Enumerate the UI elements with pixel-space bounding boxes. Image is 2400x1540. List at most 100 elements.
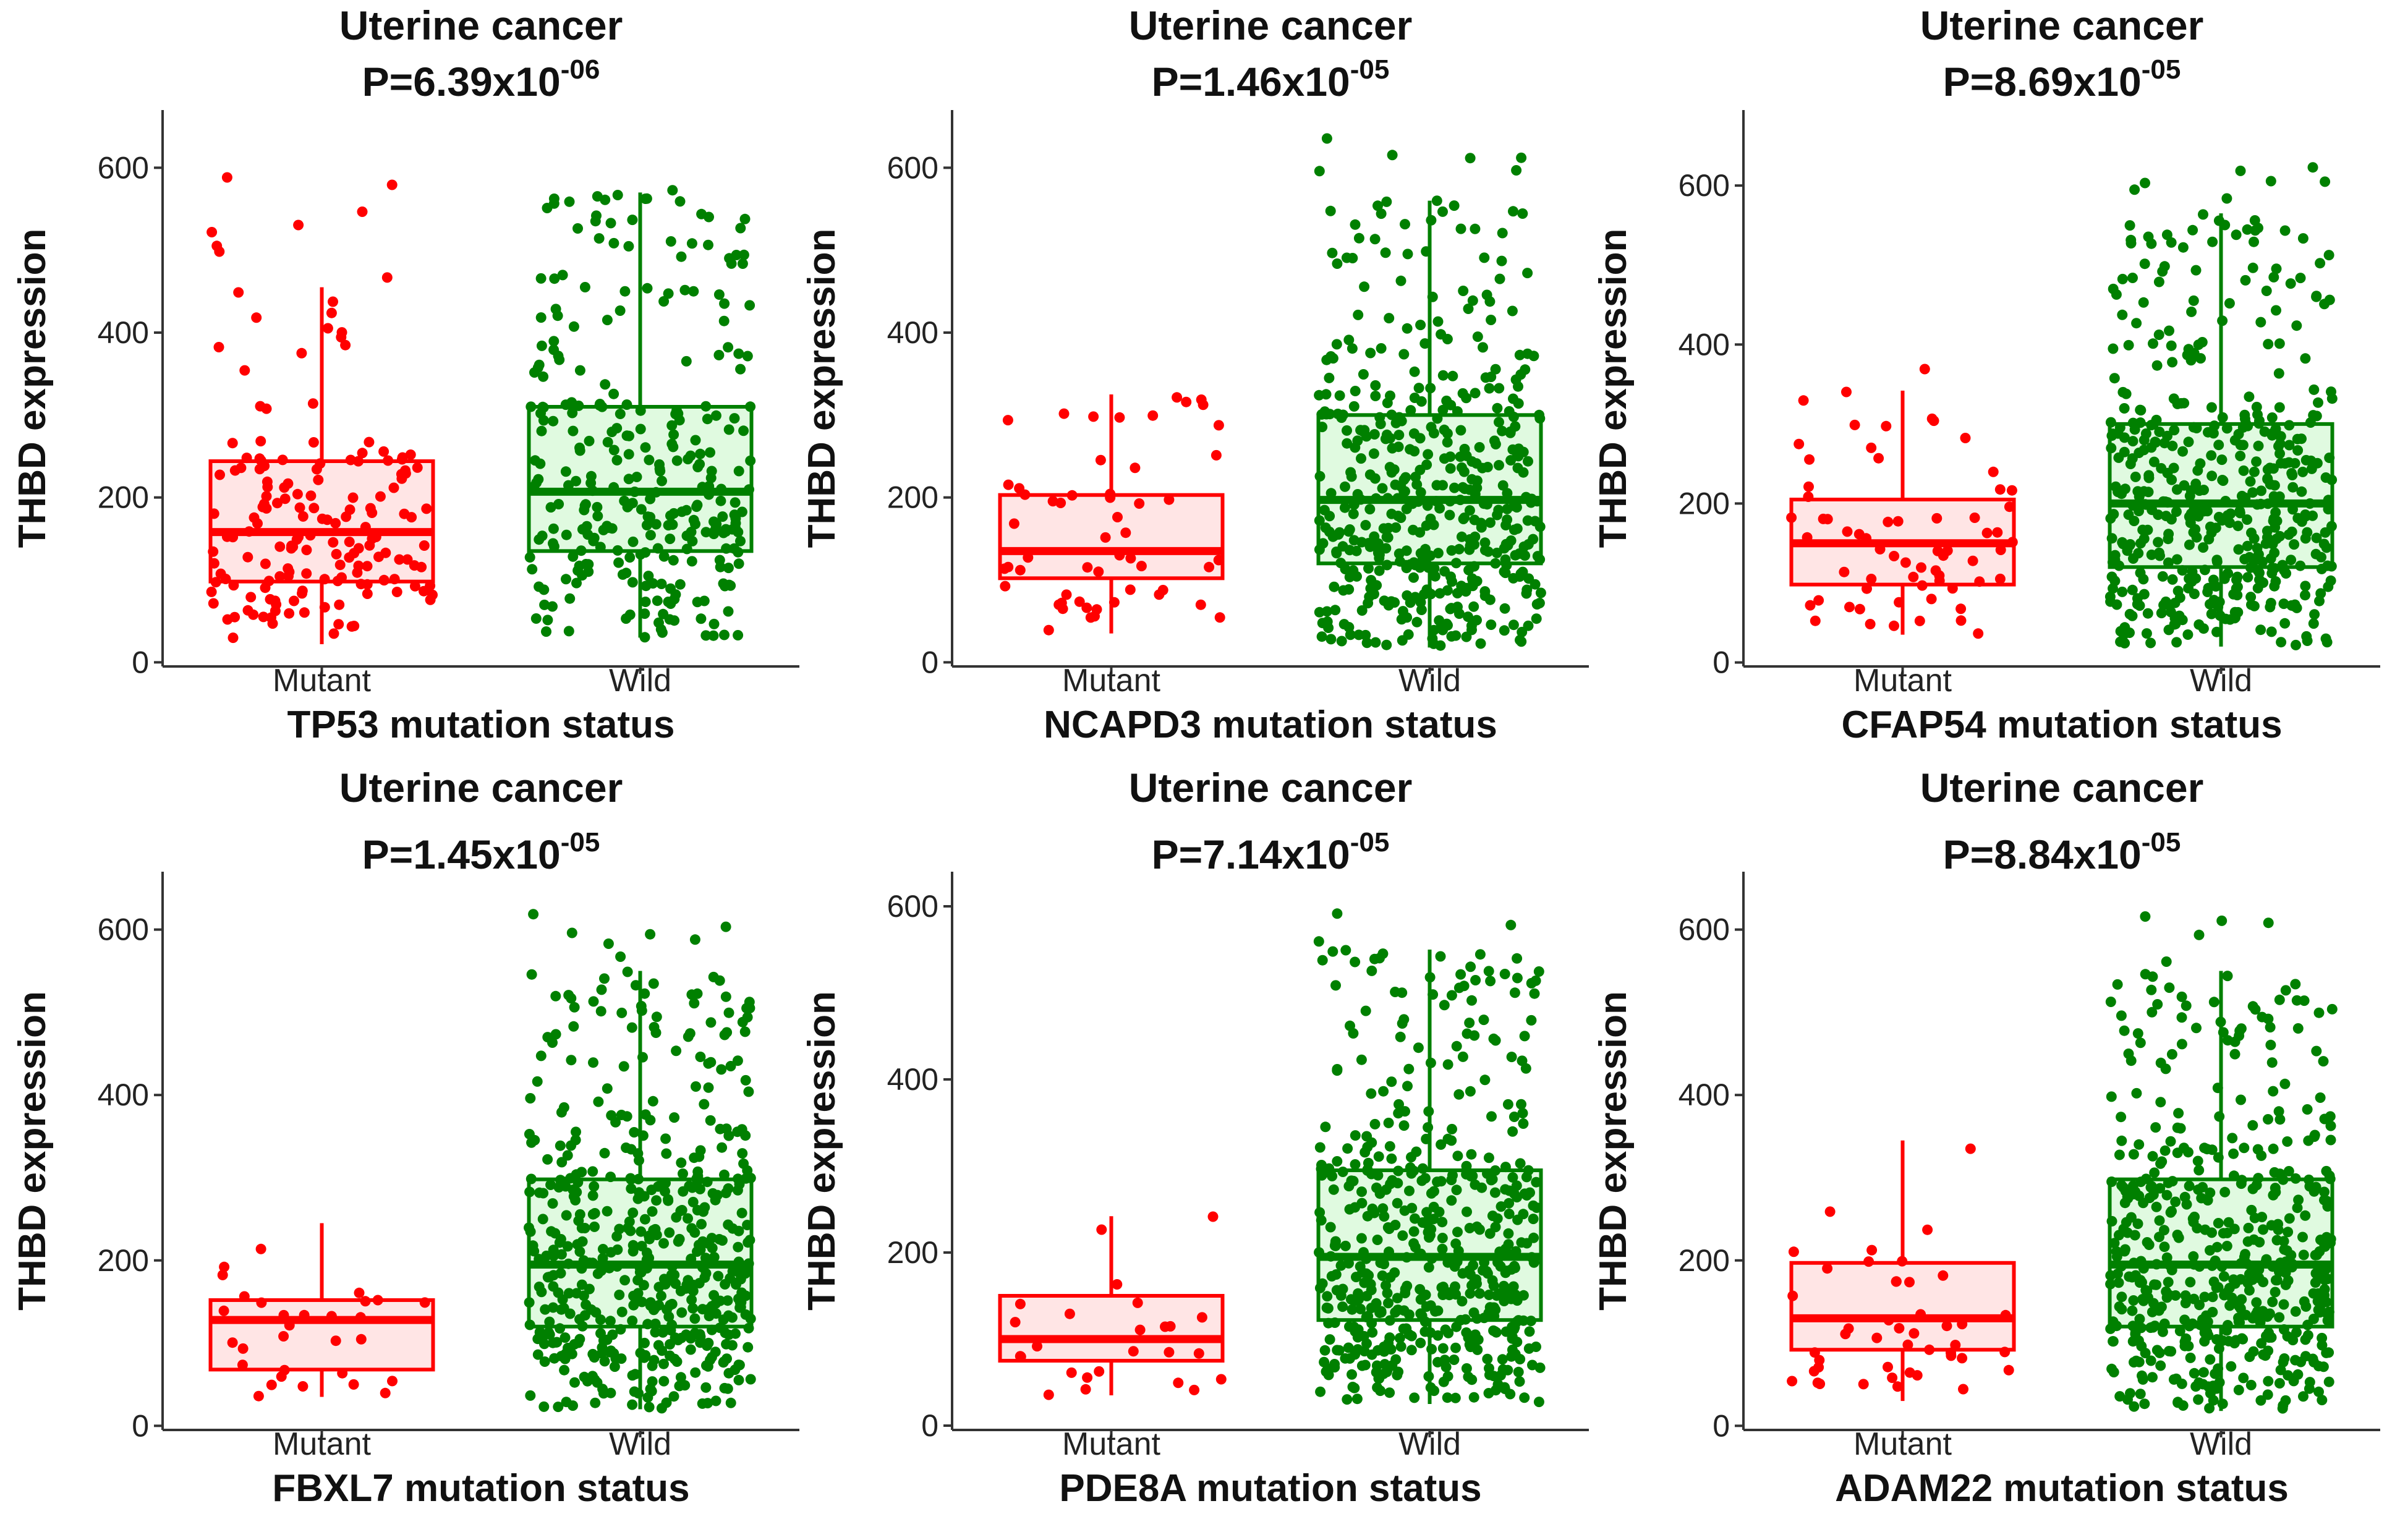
data-point xyxy=(685,450,696,461)
data-point xyxy=(2205,1354,2216,1365)
data-point xyxy=(1397,635,1408,646)
data-point xyxy=(1508,619,1519,631)
data-point xyxy=(548,336,560,347)
data-point xyxy=(602,521,613,532)
data-point xyxy=(702,1176,713,1188)
data-point xyxy=(286,543,297,554)
panel-3: Uterine cancerP=8.69x10-050200400600THBD… xyxy=(1592,2,2380,746)
data-point xyxy=(2271,305,2281,316)
data-point xyxy=(1470,388,1481,399)
data-point xyxy=(2177,242,2189,253)
data-point xyxy=(674,1233,685,1244)
data-point xyxy=(571,475,582,487)
data-point xyxy=(1534,409,1545,420)
data-point xyxy=(2234,1025,2245,1036)
data-point xyxy=(2284,420,2295,431)
data-point xyxy=(2142,1237,2153,1248)
data-point xyxy=(726,258,737,269)
data-point xyxy=(1370,380,1381,391)
data-point xyxy=(206,586,217,597)
data-point xyxy=(1398,1120,1410,1131)
data-point xyxy=(2157,571,2168,582)
data-point xyxy=(2248,1346,2259,1357)
data-point xyxy=(571,577,582,589)
data-point xyxy=(1463,611,1473,623)
data-point xyxy=(2265,1022,2276,1033)
data-point xyxy=(1081,602,1092,613)
data-point xyxy=(1432,548,1444,559)
data-point xyxy=(537,401,548,412)
data-point xyxy=(2166,237,2177,248)
data-point xyxy=(621,399,632,410)
p-value-text: P=6.39x10 xyxy=(362,59,561,104)
data-point xyxy=(2160,1063,2171,1074)
data-point xyxy=(1504,1209,1515,1219)
data-point xyxy=(2186,306,2197,317)
data-point xyxy=(687,535,698,547)
data-point xyxy=(1465,961,1476,972)
data-point xyxy=(257,501,268,513)
data-point xyxy=(1213,420,1224,431)
data-point xyxy=(703,1082,714,1093)
data-point xyxy=(2292,1023,2304,1034)
data-point xyxy=(702,1398,713,1409)
data-point xyxy=(2135,538,2146,549)
data-point xyxy=(2305,417,2316,428)
data-point xyxy=(2147,1372,2158,1383)
data-point xyxy=(2215,1016,2226,1027)
data-point xyxy=(1518,1315,1529,1326)
data-point xyxy=(548,344,560,355)
data-point xyxy=(1392,1198,1403,1209)
data-point xyxy=(573,400,584,411)
mutant-group xyxy=(998,392,1225,636)
data-point xyxy=(1395,480,1406,491)
data-point xyxy=(1426,1343,1437,1355)
data-point xyxy=(2207,1291,2218,1303)
data-point xyxy=(2231,229,2242,240)
data-point xyxy=(2134,506,2144,517)
data-point xyxy=(695,1145,706,1156)
data-point xyxy=(1946,1347,1956,1358)
data-point xyxy=(645,1115,656,1126)
data-point xyxy=(1410,592,1421,603)
data-point xyxy=(2115,636,2126,647)
data-point xyxy=(571,1126,581,1138)
data-point xyxy=(1894,1323,1905,1334)
data-point xyxy=(1499,603,1510,614)
data-point xyxy=(2163,1277,2174,1288)
data-point xyxy=(635,405,646,416)
data-point xyxy=(1891,1276,1902,1287)
data-point xyxy=(2270,427,2281,438)
data-point xyxy=(1497,1354,1508,1365)
data-point xyxy=(1370,391,1381,401)
data-point xyxy=(2252,564,2263,576)
data-point xyxy=(720,991,731,1002)
data-point xyxy=(2114,1149,2125,1160)
data-point xyxy=(631,472,642,482)
data-point xyxy=(1502,1099,1513,1110)
data-point xyxy=(1317,422,1328,433)
data-point xyxy=(1128,1346,1139,1357)
data-point xyxy=(1008,518,1019,529)
data-point xyxy=(716,1064,727,1075)
data-point xyxy=(421,503,432,514)
data-point xyxy=(1988,466,1999,477)
data-point xyxy=(1402,590,1413,601)
data-point xyxy=(2311,532,2322,543)
data-point xyxy=(1396,415,1407,427)
data-point xyxy=(1465,1086,1476,1097)
data-point xyxy=(2280,1279,2291,1290)
data-point xyxy=(1372,1235,1383,1245)
data-point xyxy=(1350,219,1361,230)
data-point xyxy=(378,574,389,585)
data-point xyxy=(1458,466,1470,477)
data-point xyxy=(725,1397,736,1408)
data-point xyxy=(1488,1280,1499,1291)
data-point xyxy=(652,543,663,554)
data-point xyxy=(2135,1037,2146,1049)
data-point xyxy=(1522,515,1533,526)
data-point xyxy=(1511,502,1522,513)
data-point xyxy=(2133,1335,2144,1346)
data-point xyxy=(2291,320,2302,331)
data-point xyxy=(1323,1369,1334,1380)
